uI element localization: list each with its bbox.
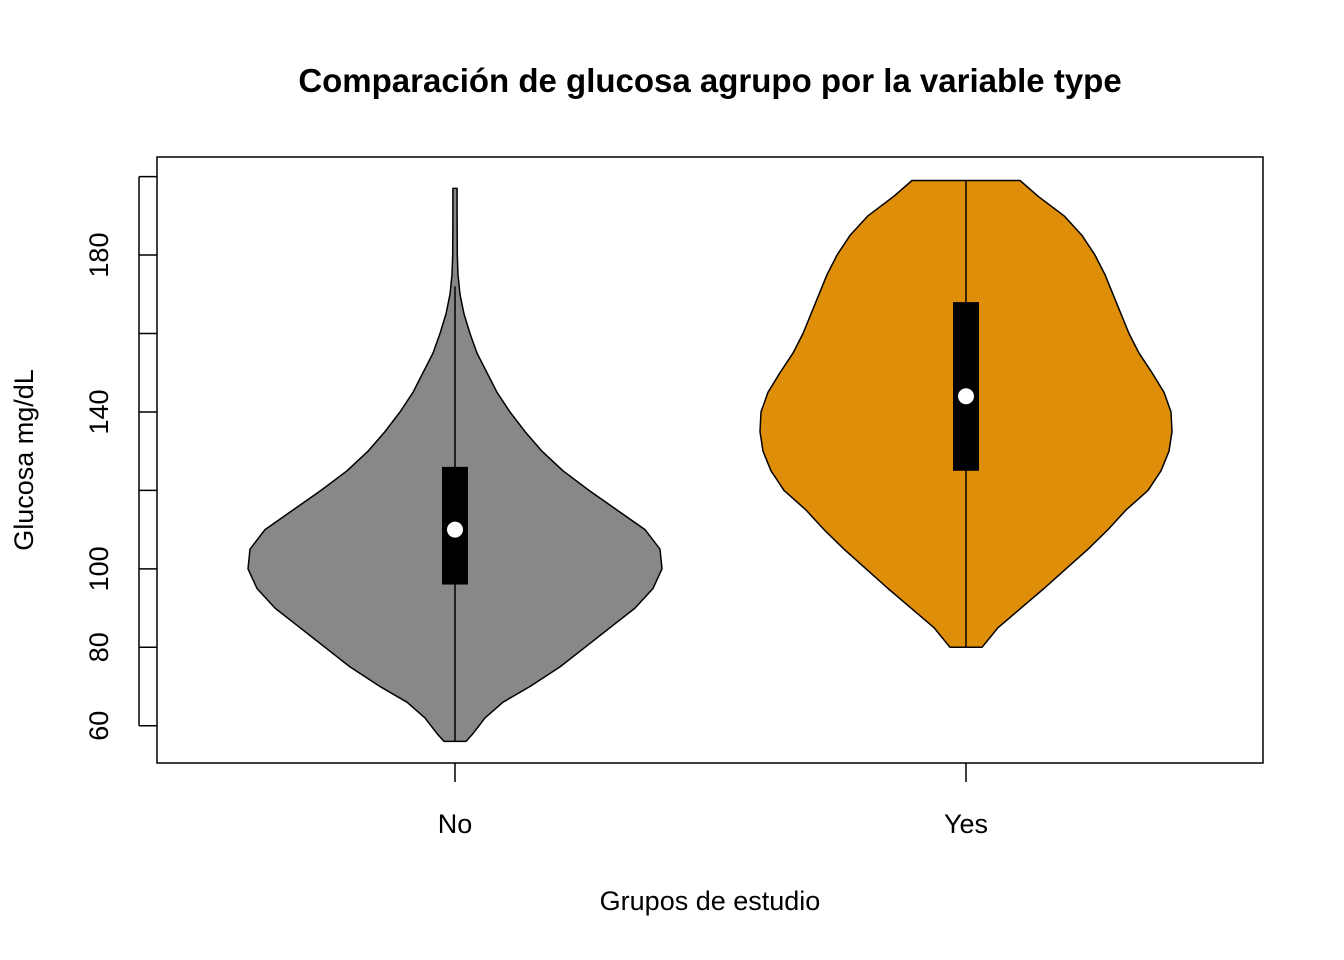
y-tick-label: 140 <box>84 389 114 434</box>
y-axis: 60 80 100 140 180 <box>84 175 157 741</box>
violin-yes <box>759 179 1173 649</box>
violin-no <box>247 187 663 743</box>
y-tick-label: 60 <box>84 711 114 741</box>
x-axis: No Yes <box>438 763 988 839</box>
iqr-box <box>953 302 979 471</box>
y-tick-label: 80 <box>84 632 114 662</box>
median-point <box>958 388 974 405</box>
x-tick-label: No <box>438 809 473 839</box>
x-tick-label: Yes <box>944 809 988 839</box>
y-tick-label: 180 <box>84 233 114 278</box>
chart-title: Comparación de glucosa agrupo por la var… <box>298 62 1121 99</box>
y-axis-label: Glucosa mg/dL <box>9 369 39 551</box>
x-axis-label: Grupos de estudio <box>600 886 821 916</box>
y-tick-label: 100 <box>84 546 114 591</box>
plot-frame <box>156 156 1264 764</box>
median-point <box>447 521 463 538</box>
violin-layer <box>247 179 1173 743</box>
